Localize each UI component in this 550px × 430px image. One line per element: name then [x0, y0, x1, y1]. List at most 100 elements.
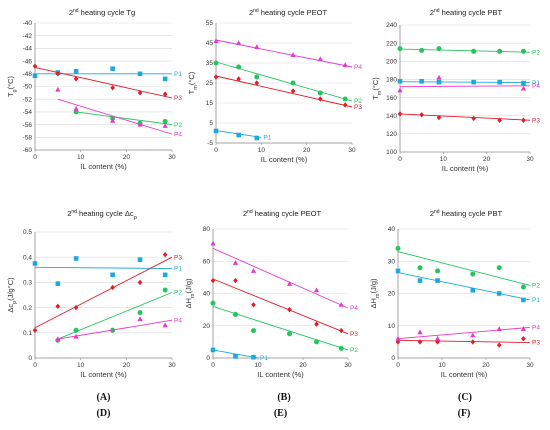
- data-point-P2: [338, 345, 344, 351]
- trendline-P3: [397, 339, 531, 343]
- data-point-P4: [397, 87, 403, 93]
- y-tick-label: 0.2: [23, 305, 32, 312]
- trendline-P4: [57, 98, 173, 135]
- series-label-P3: P3: [174, 95, 182, 102]
- y-tick-label: -58: [23, 135, 33, 142]
- y-axis-title: ΔHm(J/g): [369, 278, 381, 309]
- data-point-P1: [521, 297, 526, 303]
- trendline-P3: [212, 278, 349, 335]
- trendline-P1: [34, 266, 173, 269]
- panel-title: 2nd heating cycle PEOT: [243, 209, 322, 218]
- data-point-P4: [286, 281, 293, 286]
- data-point-P3: [397, 111, 403, 117]
- series-label-P4: P4: [174, 131, 182, 138]
- x-tick-label: 10: [254, 362, 262, 369]
- series-P2: P2: [210, 300, 358, 354]
- x-tick-label: 10: [440, 156, 448, 163]
- data-point-P1: [236, 132, 241, 138]
- y-tick-label: 0.3: [23, 280, 32, 287]
- series-P1: P1: [32, 256, 182, 286]
- data-point-P3: [137, 279, 143, 286]
- panel-E: 2nd heating cycle PEOT 0 20 40 60 80 0 10 20 30 IL…: [184, 209, 358, 419]
- y-tick-label: 0.4: [23, 254, 32, 261]
- series-label-P3: P3: [532, 340, 540, 347]
- x-tick-label: 20: [123, 362, 131, 369]
- data-point-P1: [210, 347, 216, 353]
- y-tick-label: 60: [203, 258, 211, 265]
- trendline-P2: [212, 305, 349, 351]
- x-tick-label: 30: [168, 362, 176, 369]
- y-tick-label: 25: [206, 80, 214, 87]
- x-tick-label: 0: [214, 147, 218, 154]
- y-tick-label: -56: [23, 122, 33, 129]
- data-point-P4: [470, 332, 476, 338]
- data-point-P2: [251, 328, 256, 334]
- trendline-P3: [34, 67, 173, 99]
- data-point-P3: [210, 277, 216, 284]
- x-tick-label: 20: [482, 362, 490, 369]
- y-tick-label: 40: [388, 226, 396, 233]
- data-point-P3: [317, 96, 323, 102]
- series-label-P4: P4: [532, 325, 540, 332]
- panel-title: 2nd heating cycle PBT: [430, 209, 503, 218]
- data-point-P3: [338, 327, 344, 334]
- data-point-P1: [32, 261, 38, 266]
- x-tick-label: 20: [123, 154, 131, 161]
- data-point-P4: [162, 322, 168, 328]
- panel-A: 2nd heating cycle Tg -60 -58 -56 -54 -52 -50 -4…: [6, 8, 182, 403]
- data-point-P1: [397, 78, 403, 84]
- y-tick-label: -60: [23, 147, 33, 154]
- y-tick-label: -5: [207, 140, 213, 147]
- y-tick-label: 180: [386, 77, 397, 84]
- series-label-P1: P1: [532, 80, 540, 87]
- y-tick-label: -50: [23, 84, 33, 91]
- panel-letter: (A): [97, 392, 111, 403]
- data-point-P1: [73, 256, 79, 261]
- x-axis-title: IL content (%): [80, 370, 127, 379]
- data-point-P2: [520, 284, 526, 290]
- data-point-P4: [417, 329, 423, 335]
- y-tick-label: -46: [23, 58, 33, 65]
- data-point-P1: [471, 79, 476, 85]
- data-point-P2: [395, 245, 401, 251]
- x-axis-title: IL content (%): [441, 370, 488, 379]
- series-label-P2: P2: [532, 49, 540, 56]
- data-point-P3: [417, 339, 423, 345]
- data-point-P3: [342, 102, 348, 108]
- data-point-P1: [32, 73, 38, 79]
- data-point-P4: [73, 333, 79, 339]
- y-tick-label: 20: [388, 291, 396, 298]
- data-point-P3: [419, 112, 424, 118]
- series-label-P2: P2: [532, 283, 540, 290]
- x-tick-label: 10: [77, 154, 85, 161]
- series-label-P3: P3: [174, 254, 182, 261]
- data-point-P4: [236, 40, 242, 45]
- y-tick-label: 40: [203, 291, 211, 298]
- panel-D: 2nd heating cycle Δcp 0 0.1 0.2 0.3 0.4 0.5 0 10…: [6, 209, 182, 419]
- data-point-P1: [110, 272, 115, 278]
- x-axis-title: IL content (%): [80, 162, 127, 171]
- data-point-P3: [110, 284, 115, 291]
- data-point-P2: [521, 48, 526, 54]
- data-point-P3: [314, 321, 319, 327]
- series-P2: P2: [213, 60, 362, 105]
- data-point-P1: [137, 257, 143, 263]
- data-point-P2: [397, 46, 403, 52]
- y-tick-label: 30: [388, 258, 396, 265]
- data-point-P3: [32, 327, 38, 333]
- y-axis-title: Tm(°C): [187, 71, 199, 94]
- data-point-P1: [435, 278, 440, 283]
- y-tick-label: -40: [23, 20, 33, 27]
- data-point-P2: [233, 311, 238, 317]
- x-tick-label: 30: [348, 147, 356, 154]
- data-point-P4: [435, 335, 441, 341]
- data-point-P2: [314, 339, 319, 345]
- series-P2: P2: [55, 287, 182, 343]
- data-point-P4: [395, 335, 401, 341]
- data-point-P4: [162, 123, 168, 128]
- series-P3: P3: [32, 63, 182, 102]
- data-point-P3: [55, 303, 61, 310]
- x-tick-label: 10: [438, 362, 446, 369]
- series-P3: P3: [32, 251, 182, 333]
- x-tick-label: 0: [33, 154, 37, 161]
